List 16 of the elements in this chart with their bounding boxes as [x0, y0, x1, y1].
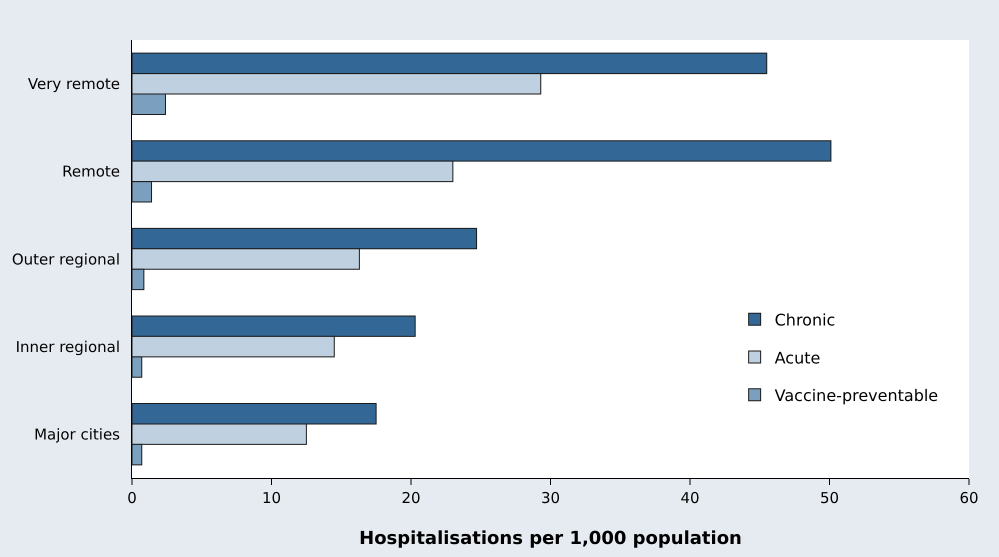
legend-label: Vaccine-preventable — [774, 386, 938, 406]
y-tick-label: Very remote — [28, 75, 120, 94]
y-tick-label: Major cities — [34, 425, 120, 444]
x-tick-label: 20 — [401, 489, 421, 507]
x-tick-label: 50 — [820, 489, 840, 507]
y-tick-label: Inner regional — [16, 338, 120, 356]
y-tick-label: Outer regional — [12, 250, 120, 268]
legend-label: Chronic — [774, 310, 836, 330]
legend-label: Acute — [774, 348, 820, 368]
x-tick-label: 30 — [540, 489, 560, 507]
x-tick-label: 60 — [959, 489, 979, 507]
x-tick-label: 0 — [127, 489, 137, 507]
x-axis-title: Hospitalisations per 1,000 population — [359, 528, 742, 550]
y-tick-label: Remote — [62, 162, 120, 181]
x-tick-label: 10 — [262, 489, 282, 507]
x-tick-label: 40 — [680, 489, 700, 507]
